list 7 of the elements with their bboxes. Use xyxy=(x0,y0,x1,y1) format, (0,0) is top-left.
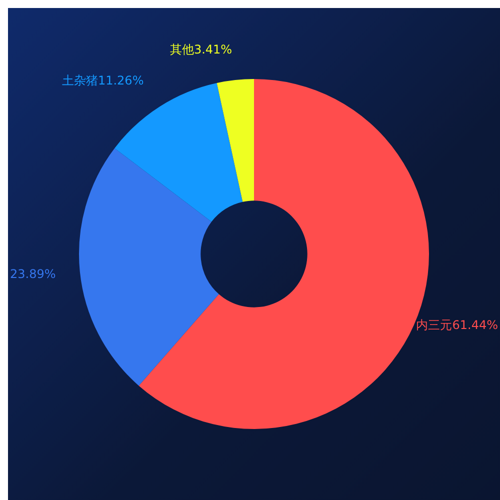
data-label: 23.89% xyxy=(10,266,56,281)
slice-label: 土杂猪 xyxy=(62,73,98,88)
data-label: 3.41% xyxy=(194,42,232,56)
slice-label: 内三元 xyxy=(416,318,452,332)
slice-label: 其他 xyxy=(170,42,194,56)
data-label: 11.26% xyxy=(98,73,144,88)
data-label: 61.44% xyxy=(452,318,498,332)
